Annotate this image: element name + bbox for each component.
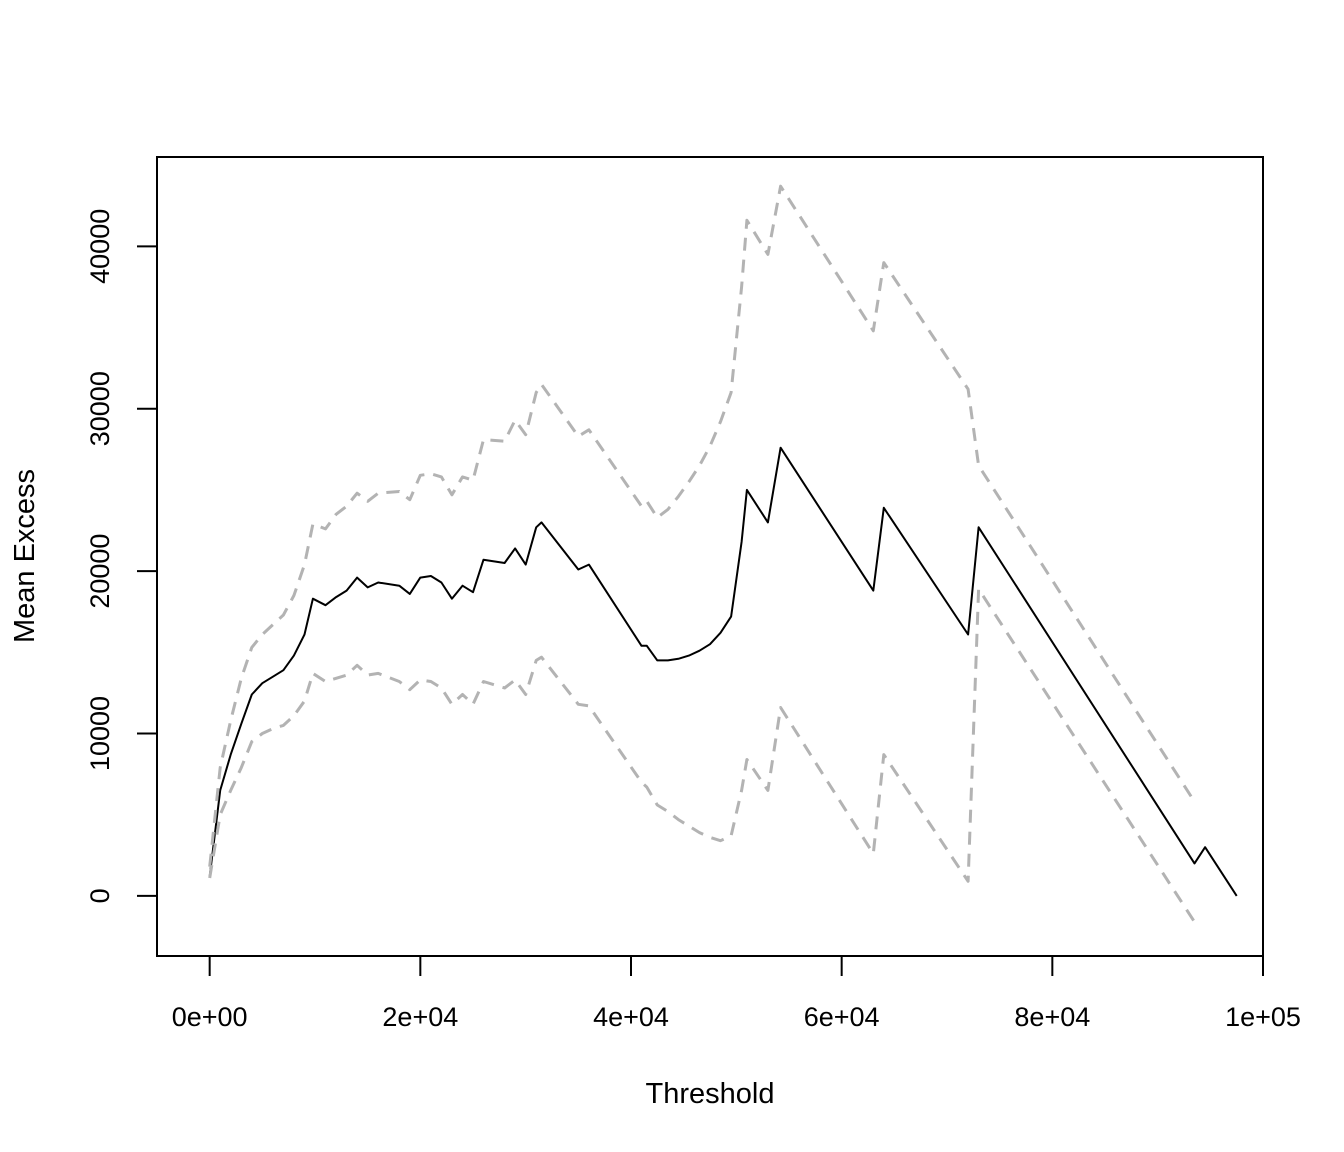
y-tick-label: 40000 <box>85 209 115 284</box>
x-tick-label: 2e+04 <box>382 1002 458 1032</box>
y-axis-label: Mean Excess <box>9 469 41 643</box>
x-tick-label: 6e+04 <box>804 1002 880 1032</box>
plot-frame <box>156 156 1264 957</box>
x-tick-label: 8e+04 <box>1014 1002 1090 1032</box>
y-tick-label: 0 <box>85 888 115 903</box>
y-tick-label: 10000 <box>85 696 115 771</box>
x-axis: 0e+00 2e+04 4e+04 6e+04 8e+04 1e+05 <box>172 955 1301 1032</box>
x-tick-label: 4e+04 <box>593 1002 669 1032</box>
series-line-mean <box>208 446 1238 897</box>
y-tick-label: 20000 <box>85 534 115 609</box>
y-axis: 0 10000 20000 30000 40000 <box>85 209 158 903</box>
x-tick-label: 0e+00 <box>172 1002 248 1032</box>
y-tick-label: 30000 <box>85 371 115 446</box>
x-axis-label: Threshold <box>646 1078 775 1110</box>
series-line-upper <box>208 184 1196 867</box>
series-line-lower <box>208 587 1196 923</box>
series-layer <box>208 184 1238 923</box>
x-tick-label: 1e+05 <box>1225 1002 1301 1032</box>
